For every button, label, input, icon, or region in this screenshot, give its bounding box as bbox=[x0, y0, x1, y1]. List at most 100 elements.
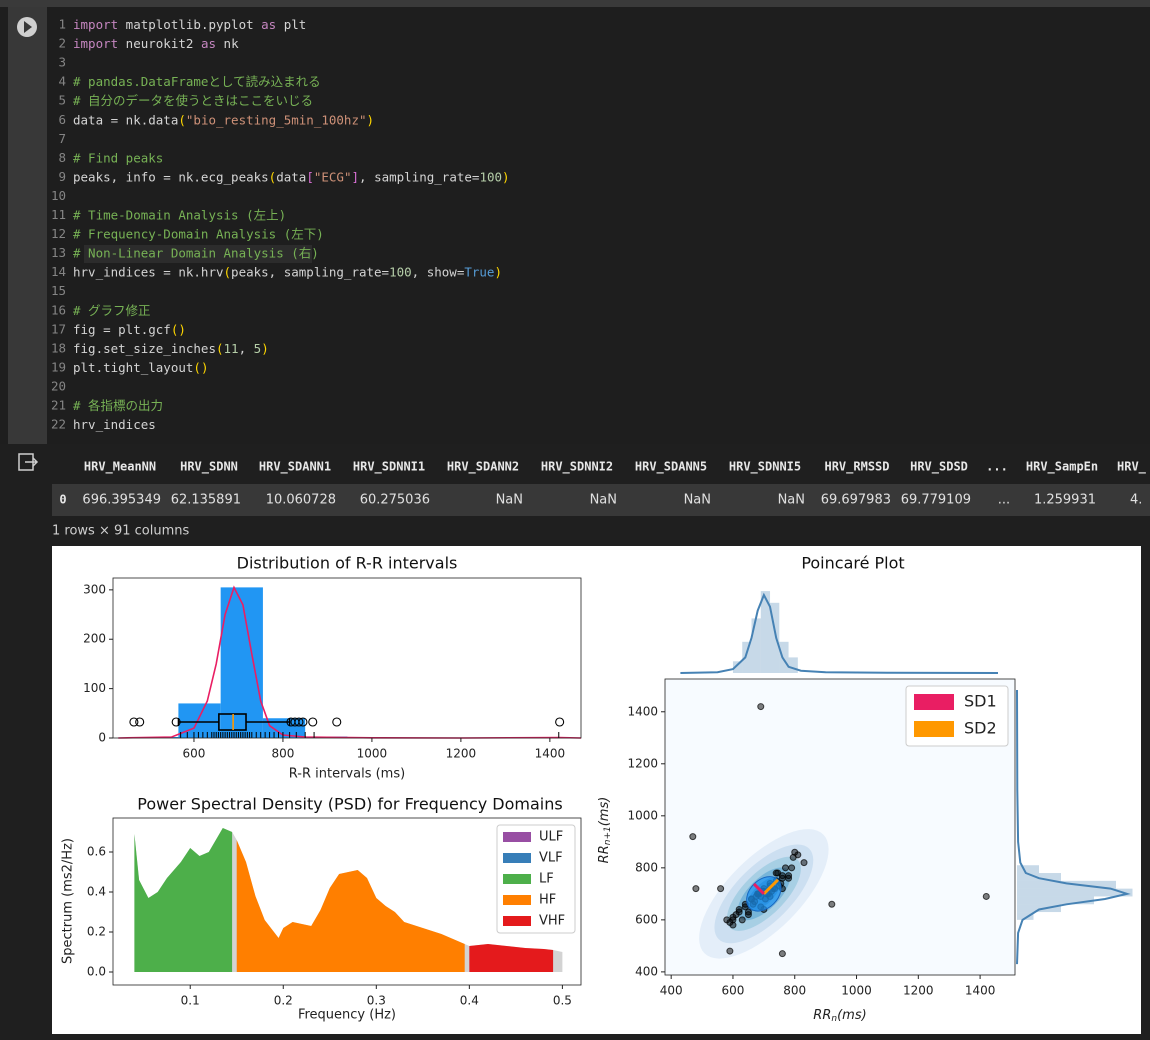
code-line: # pandas.DataFrameとして読み込まれる bbox=[73, 74, 321, 89]
row-index: 0 bbox=[59, 493, 66, 507]
axes-frame bbox=[112, 817, 582, 986]
line-number: 18 bbox=[51, 340, 66, 355]
line-number: 20 bbox=[51, 378, 66, 393]
legend-swatch bbox=[503, 874, 531, 884]
x-axis-label-part: (ms) bbox=[837, 1008, 867, 1023]
line-number: 9 bbox=[58, 169, 66, 184]
legend-label: HF bbox=[539, 893, 556, 908]
line-number: 2 bbox=[58, 36, 66, 51]
x-tick-label: 800 bbox=[271, 747, 294, 761]
line-number: 17 bbox=[51, 321, 66, 336]
marginal-bar bbox=[1017, 873, 1061, 881]
scatter-point bbox=[785, 874, 793, 882]
top-bar bbox=[0, 0, 1150, 7]
scatter-point bbox=[744, 911, 752, 919]
y-axis-label-part: (ms) bbox=[597, 797, 612, 827]
scatter-point bbox=[726, 947, 734, 955]
x-tick-label: 800 bbox=[783, 984, 806, 998]
y-tick-label: 300 bbox=[83, 582, 106, 596]
scatter-point bbox=[757, 703, 765, 711]
table-cell: NaN bbox=[684, 493, 711, 508]
scatter-point bbox=[729, 913, 737, 921]
line-number: 4 bbox=[58, 74, 66, 89]
line-number: 21 bbox=[51, 398, 66, 413]
outlier bbox=[294, 717, 304, 727]
line-number: 8 bbox=[58, 150, 66, 165]
scatter-point bbox=[781, 864, 789, 872]
table-cell: 69.697983 bbox=[821, 493, 891, 508]
y-axis-label: RRn+1(ms) bbox=[597, 797, 613, 864]
table-cell: ... bbox=[998, 493, 1010, 508]
x-tick-label: 600 bbox=[722, 984, 745, 998]
x-tick-label: 0.4 bbox=[460, 994, 479, 1008]
marginal-bar bbox=[760, 591, 771, 673]
column-header: HRV_SDNNI2 bbox=[541, 460, 613, 475]
table-cell: 10.060728 bbox=[266, 493, 336, 508]
code-line: plt.tight_layout() bbox=[73, 359, 208, 374]
outlier bbox=[308, 717, 318, 727]
code-line: hrv_indices bbox=[73, 417, 156, 432]
cell-gutter bbox=[8, 7, 47, 444]
y-tick-label: 0 bbox=[98, 731, 106, 745]
x-tick-label: 400 bbox=[660, 984, 683, 998]
marginal-bar bbox=[1017, 904, 1061, 913]
table-cell: NaN bbox=[590, 493, 617, 508]
column-header: HRV_SDANN5 bbox=[635, 460, 707, 475]
histogram-bar bbox=[220, 587, 263, 738]
code-line: fig.set_size_inches(11, 5) bbox=[73, 340, 269, 355]
band-area bbox=[236, 840, 465, 972]
line-number: 5 bbox=[58, 93, 66, 108]
x-tick-label: 0.2 bbox=[274, 994, 293, 1008]
y-tick-label: 0.0 bbox=[87, 965, 106, 979]
legend-swatch bbox=[503, 832, 531, 842]
outlier bbox=[135, 717, 145, 727]
table-cell: 4. bbox=[1130, 493, 1142, 508]
axes-frame bbox=[112, 577, 582, 739]
table-cell: NaN bbox=[496, 493, 523, 508]
y-tick-label: 400 bbox=[635, 964, 658, 978]
line-number: 12 bbox=[51, 226, 66, 241]
chart-title: Distribution of R-R intervals bbox=[237, 554, 458, 573]
code-line: # グラフ修正 bbox=[73, 302, 151, 317]
band-area bbox=[469, 944, 554, 972]
y-tick-label: 0.4 bbox=[87, 885, 106, 899]
x-tick-label: 1000 bbox=[841, 984, 872, 998]
output-icon[interactable] bbox=[18, 453, 39, 471]
chart-title: Power Spectral Density (PSD) for Frequen… bbox=[137, 795, 562, 814]
x-tick-label: 0.3 bbox=[367, 994, 386, 1008]
marginal-kde bbox=[1016, 689, 1131, 965]
scatter-point bbox=[729, 921, 737, 929]
marginal-bar bbox=[1017, 880, 1116, 889]
y-tick-label: 1200 bbox=[627, 756, 658, 770]
line-number: 10 bbox=[51, 188, 66, 203]
line-number: 7 bbox=[58, 131, 66, 146]
marginal-bar bbox=[1017, 865, 1039, 874]
line-number: 15 bbox=[51, 283, 66, 298]
legend-swatch bbox=[503, 895, 531, 905]
y-axis-label: Spectrum (ms2/Hz) bbox=[61, 838, 76, 964]
code-line: # 自分のデータを使うときはここをいじる bbox=[73, 93, 313, 108]
x-tick-label: 600 bbox=[183, 747, 206, 761]
column-header: HRV_MeanNN bbox=[84, 460, 156, 475]
table-cell: 1.259931 bbox=[1034, 493, 1096, 508]
x-tick-label: 1400 bbox=[535, 747, 566, 761]
line-number: 13 bbox=[51, 245, 66, 260]
x-tick-label: 0.1 bbox=[181, 994, 200, 1008]
scatter-point bbox=[735, 908, 743, 916]
sd1-arrow bbox=[752, 882, 765, 895]
legend-swatch bbox=[914, 721, 954, 737]
legend-label: SD1 bbox=[964, 692, 997, 711]
y-axis-label-part: n+1 bbox=[603, 826, 613, 845]
line-number: 6 bbox=[58, 112, 66, 127]
table-cell: 62.135891 bbox=[171, 493, 241, 508]
scatter-point bbox=[789, 853, 797, 861]
outlier bbox=[129, 717, 139, 727]
scatter-point bbox=[717, 885, 725, 893]
code-line: fig = plt.gcf() bbox=[73, 321, 186, 336]
outlier bbox=[298, 717, 308, 727]
legend-label: SD2 bbox=[964, 719, 997, 738]
marginal-bar bbox=[742, 641, 752, 673]
code-line: import neurokit2 as nk bbox=[73, 36, 239, 51]
marginal-bar bbox=[788, 657, 798, 673]
line-number: 3 bbox=[58, 55, 66, 70]
